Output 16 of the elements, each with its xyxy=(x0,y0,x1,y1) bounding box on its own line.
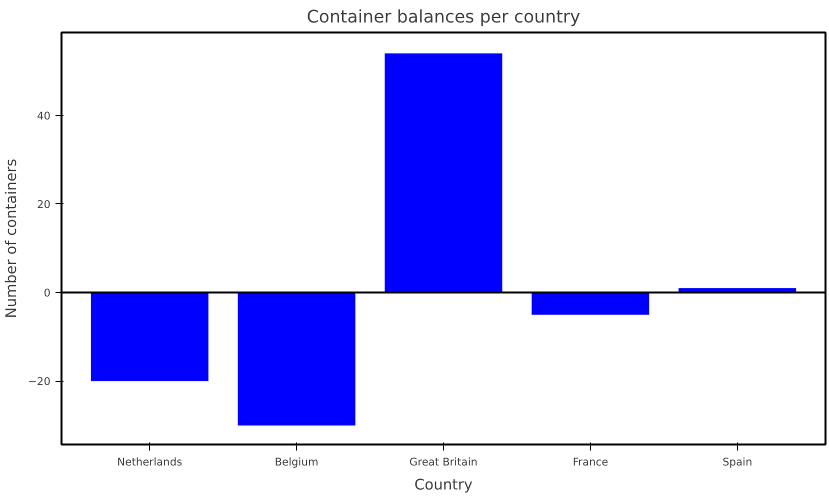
y-axis-title: Number of containers xyxy=(3,158,20,318)
bar xyxy=(384,53,502,293)
x-tick-label: Belgium xyxy=(274,456,318,468)
bar xyxy=(532,292,650,315)
chart-title: Container balances per country xyxy=(306,8,580,28)
x-tick-label: France xyxy=(572,456,608,468)
x-axis-title: Country xyxy=(414,476,473,494)
y-tick-label: 0 xyxy=(44,286,51,300)
x-tick-label: Netherlands xyxy=(117,456,183,468)
x-tick-label: Spain xyxy=(722,456,752,468)
y-tick-label: 40 xyxy=(36,109,51,122)
x-tick-label: Great Britain xyxy=(409,456,478,468)
bar xyxy=(90,292,208,382)
y-tick-label: 20 xyxy=(36,198,51,211)
bar xyxy=(238,292,356,426)
y-tick-label: −20 xyxy=(28,375,51,388)
